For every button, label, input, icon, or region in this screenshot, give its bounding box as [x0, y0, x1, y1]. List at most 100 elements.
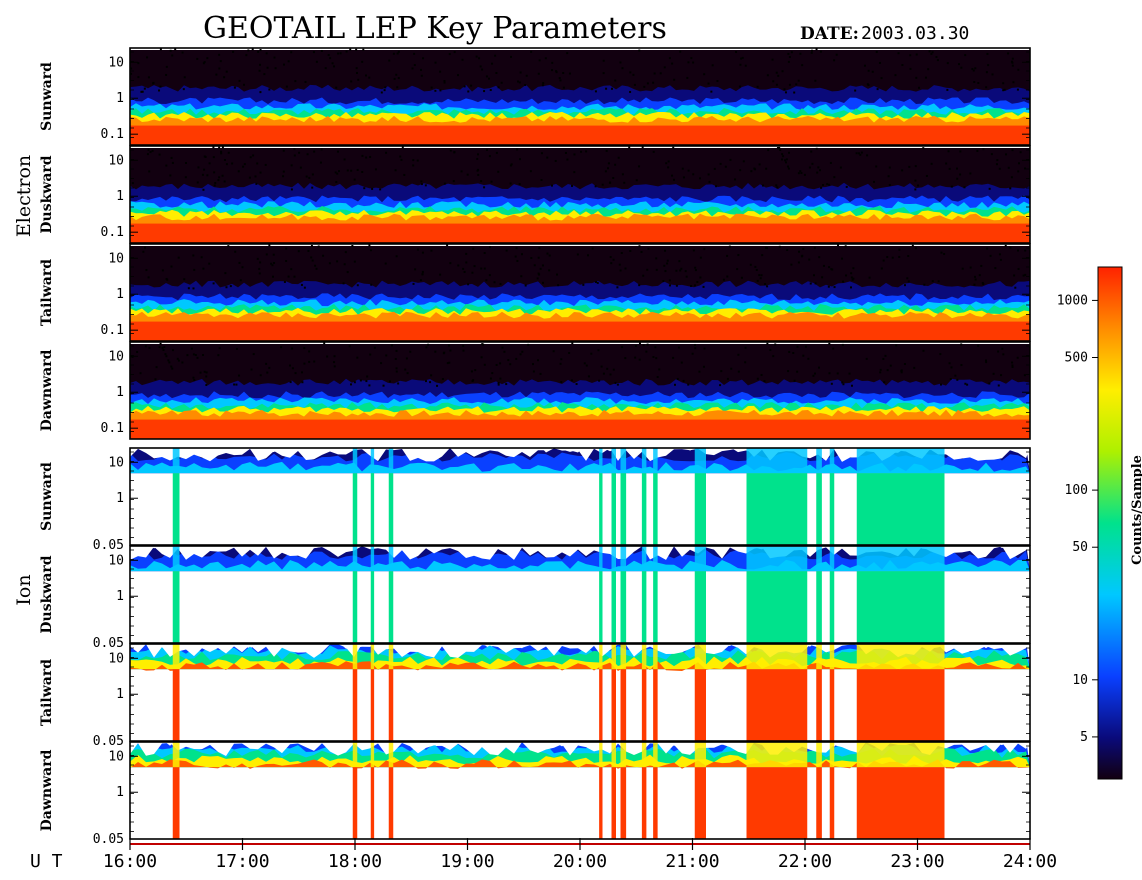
ion-gap-fill [599, 669, 603, 741]
count-dot [397, 50, 400, 53]
ion-gap-upper [611, 742, 616, 768]
count-dot [439, 89, 442, 92]
count-dot [629, 90, 632, 93]
ion-gap-upper [694, 644, 706, 670]
count-dot [488, 245, 491, 248]
count-dot [356, 284, 359, 287]
count-dot [311, 173, 314, 176]
count-dot [673, 78, 676, 81]
x-tick-label: 20:00 [553, 851, 607, 872]
count-dot [609, 373, 612, 376]
count-dot [590, 352, 593, 355]
count-dot [605, 149, 608, 152]
count-dot [807, 357, 810, 360]
count-dot [397, 77, 400, 80]
count-dot [1013, 274, 1016, 277]
count-dot [268, 366, 271, 369]
count-dot [642, 344, 645, 347]
count-dot [764, 246, 767, 249]
count-dot [756, 85, 759, 88]
count-dot [184, 161, 187, 164]
count-dot [489, 377, 492, 380]
count-dot [786, 248, 789, 251]
count-dot [960, 66, 963, 69]
count-dot [383, 89, 386, 92]
count-dot [320, 49, 323, 52]
count-dot [538, 59, 541, 62]
count-dot [842, 280, 845, 283]
count-dot [640, 251, 643, 254]
count-dot [171, 349, 174, 352]
count-dot [900, 371, 903, 374]
ion-gap-fill [352, 473, 358, 545]
ion-gap-upper [388, 546, 394, 572]
count-dot [466, 173, 469, 176]
ion-gap-fill [370, 767, 375, 839]
count-dot [585, 364, 588, 367]
x-tick-label: 21:00 [665, 851, 719, 872]
count-dot [668, 284, 671, 287]
count-dot [907, 280, 910, 283]
ion-gap-fill [856, 473, 945, 545]
count-dot [830, 268, 833, 271]
spectrogram-panels: 10 1 0.1 Sunward 10 1 0.1 Duskward 10 1 0.1 Tailwar… [39, 47, 1031, 847]
count-dot [924, 76, 927, 79]
count-dot [233, 86, 236, 89]
ion-gap-upper [829, 644, 835, 670]
count-dot [300, 283, 303, 286]
count-dot [434, 350, 437, 353]
count-dot [692, 249, 695, 252]
count-dot [448, 344, 451, 347]
count-dot [645, 350, 648, 353]
count-dot [422, 57, 425, 60]
ion-gap-fill [611, 767, 616, 839]
count-dot [238, 79, 241, 82]
count-dot [270, 262, 273, 265]
count-dot [525, 74, 528, 77]
count-dot [1017, 267, 1020, 270]
count-dot [257, 50, 260, 53]
count-dot [646, 82, 649, 85]
count-dot [356, 168, 359, 171]
count-dot [540, 152, 543, 155]
y-tick-label: 10 [108, 455, 124, 470]
count-dot [654, 346, 657, 349]
count-dot [703, 248, 706, 251]
count-dot [666, 262, 669, 265]
count-dot [499, 362, 502, 365]
count-dot [758, 163, 761, 166]
count-dot [509, 55, 512, 58]
ion-gap-fill [172, 669, 180, 741]
count-dot [557, 284, 560, 287]
count-dot [841, 381, 844, 384]
count-dot [994, 267, 997, 270]
count-dot [336, 172, 339, 175]
count-dot [653, 72, 656, 75]
ion-gap-upper [856, 448, 945, 474]
y-tick-label: 10 [108, 349, 124, 364]
count-dot [499, 377, 502, 380]
count-dot [353, 178, 356, 181]
ion-gap-fill [620, 571, 627, 643]
count-dot [646, 343, 649, 346]
ion-gap-upper [653, 546, 658, 572]
count-dot [217, 354, 220, 357]
count-dot [219, 60, 222, 63]
count-dot [541, 264, 544, 267]
count-dot [666, 259, 669, 262]
direction-label: Dawnward [39, 749, 55, 831]
ion-gap-upper [641, 448, 647, 474]
count-dot [308, 360, 311, 363]
count-dot [500, 81, 503, 84]
count-dot [641, 146, 644, 149]
count-dot [891, 256, 894, 259]
count-dot [308, 176, 311, 179]
ion-gap-upper [620, 448, 627, 474]
count-dot [481, 68, 484, 71]
count-dot [158, 346, 161, 349]
count-dot [761, 254, 764, 257]
count-dot [850, 276, 853, 279]
count-dot [948, 167, 951, 170]
ion-gap-upper [352, 644, 358, 670]
count-dot [560, 380, 563, 383]
